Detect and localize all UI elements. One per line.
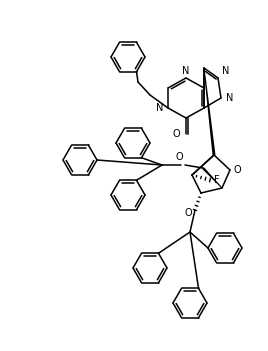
Text: O: O	[184, 208, 192, 218]
Text: N: N	[222, 66, 229, 76]
Polygon shape	[202, 167, 222, 188]
Text: O: O	[175, 152, 183, 162]
Text: N: N	[226, 93, 233, 103]
Text: O: O	[172, 129, 180, 139]
Text: O: O	[234, 165, 242, 175]
Text: N: N	[182, 66, 190, 76]
Text: F: F	[214, 175, 219, 185]
Polygon shape	[203, 68, 215, 155]
Text: N: N	[156, 103, 163, 113]
